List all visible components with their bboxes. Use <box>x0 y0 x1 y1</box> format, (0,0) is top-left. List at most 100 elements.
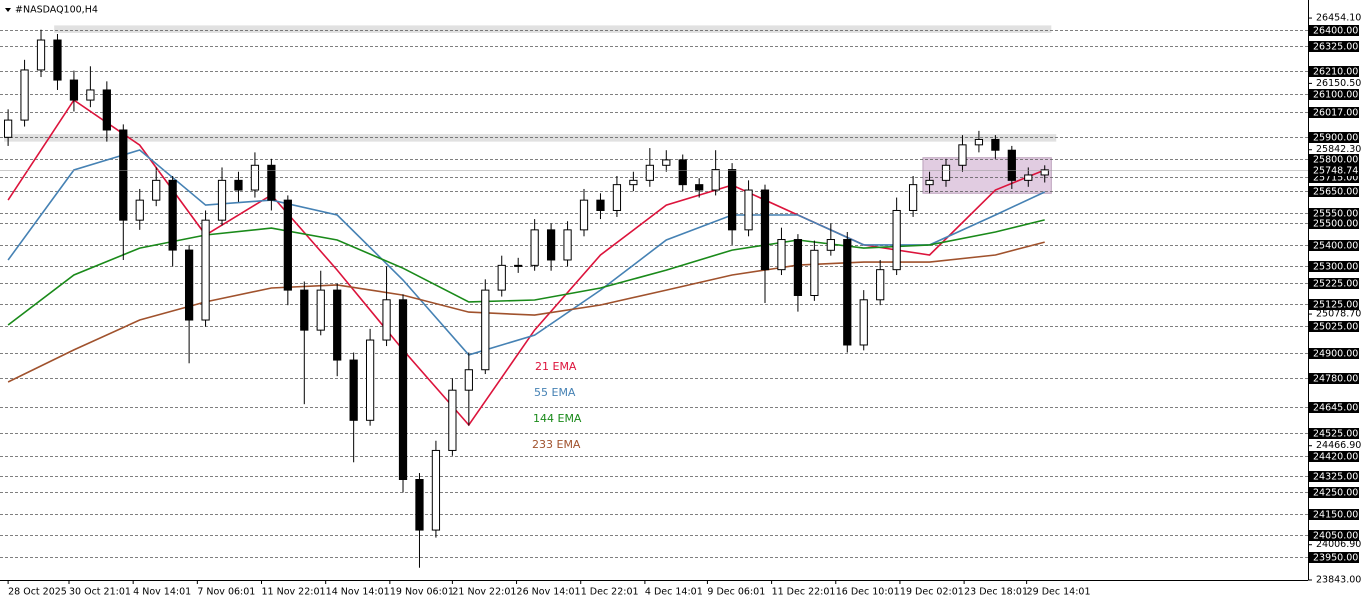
y-tick-label: 26150.50 <box>1316 78 1361 89</box>
candle-body <box>530 229 539 266</box>
candle-body <box>925 179 934 186</box>
candle-body <box>662 159 671 166</box>
level-label: 24645.00 <box>1313 403 1358 414</box>
level-label: 24325.00 <box>1313 472 1358 483</box>
candle-body <box>974 138 984 146</box>
candle-body <box>300 289 309 331</box>
ema-label: 55 EMA <box>534 386 576 399</box>
level-label: 24050.00 <box>1313 531 1358 542</box>
candle-body <box>645 164 654 181</box>
candle-body <box>497 264 506 291</box>
level-label: 24250.00 <box>1313 488 1358 499</box>
candle-body <box>119 129 128 221</box>
candle-body <box>1040 169 1049 176</box>
candle-body <box>941 164 951 181</box>
candle-body <box>514 264 523 267</box>
candle-body <box>333 289 342 361</box>
last-price-label: 25748.74 <box>1313 166 1358 177</box>
candle-body <box>217 179 227 221</box>
level-label-box <box>1309 41 1359 52</box>
x-tick-label: 16 Dec 10:01 <box>836 587 900 598</box>
level-label-box <box>1309 402 1359 413</box>
level-label: 25400.00 <box>1313 241 1358 252</box>
y-tick-label: 24466.90 <box>1316 440 1361 451</box>
level-label-box <box>1309 552 1359 563</box>
level-label: 26210.00 <box>1313 67 1358 78</box>
x-tick-label: 4 Nov 14:01 <box>133 587 191 598</box>
level-label-box <box>1309 487 1359 498</box>
level-label-box <box>1309 89 1359 100</box>
ema-line <box>7 241 1045 383</box>
x-tick-label: 9 Dec 06:01 <box>707 587 765 598</box>
level-label-box <box>1309 218 1359 229</box>
candle-body <box>69 79 79 101</box>
candle-body <box>349 359 358 421</box>
candle-body <box>316 289 325 331</box>
level-label: 25025.00 <box>1313 322 1358 333</box>
candle-body <box>892 209 901 271</box>
candle-body <box>629 179 638 186</box>
x-tick-label: 21 Nov 22:01 <box>452 587 516 598</box>
candle-body <box>102 89 111 131</box>
level-label: 23950.00 <box>1313 553 1358 564</box>
candle-body <box>744 189 753 231</box>
level-label: 25500.00 <box>1313 219 1358 230</box>
level-label: 26100.00 <box>1313 90 1358 101</box>
menu-arrow[interactable] <box>5 8 11 12</box>
candle-body <box>464 369 473 391</box>
level-label: 26400.00 <box>1313 26 1358 37</box>
level-label-box <box>1309 373 1359 384</box>
x-tick-label: 4 Dec 14:01 <box>645 587 703 598</box>
x-tick-label: 14 Nov 14:01 <box>326 587 390 598</box>
y-tick-label: 26454.10 <box>1316 13 1361 24</box>
zone <box>54 25 1052 33</box>
ema-label: 144 EMA <box>533 412 582 425</box>
candle-body <box>612 184 622 211</box>
level-label-box <box>1309 154 1359 165</box>
level-label: 25550.00 <box>1313 209 1358 220</box>
level-label-box <box>1309 132 1359 143</box>
candle-body <box>1007 149 1016 181</box>
candle-body <box>382 299 391 341</box>
level-label-box <box>1309 451 1359 462</box>
candle-body <box>678 159 687 186</box>
candle-body <box>36 39 46 71</box>
plot-area <box>0 25 1308 568</box>
x-tick-label: 7 Nov 06:01 <box>197 587 255 598</box>
ema-line <box>7 149 1046 356</box>
candle-body <box>793 239 803 296</box>
ema-line <box>7 98 1046 427</box>
y-tick-label: 25842.30 <box>1316 144 1361 155</box>
level-label-box <box>1309 66 1359 77</box>
ema-label: 21 EMA <box>535 360 577 373</box>
level-label: 25900.00 <box>1313 133 1358 144</box>
level-label: 25715.00 <box>1313 173 1358 184</box>
candle-body <box>168 179 177 251</box>
candle-body <box>843 239 852 346</box>
level-label-box <box>1309 530 1359 541</box>
candle-body <box>234 179 243 191</box>
level-label: 24525.00 <box>1313 429 1358 440</box>
candle-body <box>415 478 424 531</box>
level-label: 24900.00 <box>1313 349 1358 360</box>
x-tick-label: 11 Dec 22:01 <box>772 587 836 598</box>
level-label: 25300.00 <box>1313 262 1358 273</box>
x-tick-label: 26 Nov 14:01 <box>517 587 581 598</box>
candle-body <box>760 189 770 271</box>
candle-body <box>152 179 161 201</box>
candle-body <box>3 119 13 138</box>
level-label: 25800.00 <box>1313 155 1358 166</box>
candle-body <box>365 339 375 421</box>
y-tick-label: 24006.90 <box>1316 539 1361 550</box>
candle-body <box>184 249 194 321</box>
candle-body <box>201 219 210 321</box>
x-tick-label: 1 Dec 22:01 <box>581 587 639 598</box>
level-label-box <box>1309 299 1359 310</box>
candle-body <box>431 449 441 531</box>
candle-body <box>86 89 95 101</box>
level-label: 24780.00 <box>1313 374 1358 385</box>
candle-body <box>727 169 737 231</box>
